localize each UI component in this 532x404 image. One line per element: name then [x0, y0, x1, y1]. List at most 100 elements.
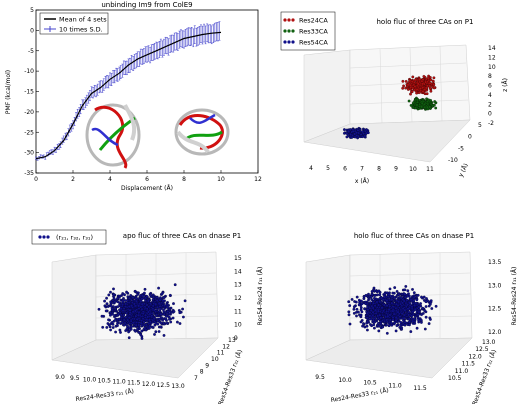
holo-p1-point-res24: [421, 82, 425, 86]
holo-p1-point-res33: [433, 100, 437, 103]
apo-dnase-point: [119, 307, 123, 311]
holo-dnase-point: [371, 306, 375, 310]
apo-dnase-point: [113, 300, 117, 304]
holo-dnase-point: [365, 324, 369, 328]
holo-p1-point-res24: [422, 74, 426, 78]
holo-p1-point-res24: [425, 86, 428, 90]
holo-dnase-point: [425, 297, 428, 300]
holo-p1-title: holo fluc of three CAs on P1: [377, 18, 474, 26]
apo-dnase-point: [136, 293, 140, 296]
holo-p1-legend-swatch: [287, 29, 291, 33]
holo-dnase-x-label: Res24-Res33 r₂₁ (Å): [330, 387, 389, 404]
holo-dnase-y-tick-label: 12.0: [468, 353, 482, 360]
apo-dnase-point: [155, 299, 159, 303]
apo-dnase-x-label: Res24-Res33 r₂₁ (Å): [75, 388, 134, 403]
apo-dnase-point: [125, 327, 129, 331]
apo-dnase-point: [143, 287, 147, 291]
apo-dnase-point: [152, 308, 156, 312]
apo-dnase-z-tick-label: 13: [234, 282, 242, 289]
holo-dnase-point: [372, 321, 376, 324]
apo-dnase-y-tick-label: 9: [205, 362, 209, 369]
holo-p1-point-res24: [406, 83, 410, 87]
apo-dnase-point: [154, 321, 158, 325]
holo-dnase-point: [397, 300, 400, 304]
apo-dnase-point: [103, 299, 106, 303]
apo-dnase-point: [178, 322, 182, 325]
holo-dnase-point: [421, 312, 425, 315]
holo-p1-z-label: z (Å): [502, 78, 509, 92]
holo-dnase-y-tick-label: 13.0: [482, 339, 496, 346]
apo-dnase-x-tick-label: 11.5: [127, 380, 141, 387]
apo-dnase-point: [144, 313, 148, 317]
holo-p1-point-res24: [413, 88, 417, 92]
apo-dnase-point: [127, 316, 131, 320]
holo-dnase-point: [380, 306, 384, 310]
holo-dnase-point: [357, 310, 360, 314]
pmf-y-tick-label: -5: [28, 48, 34, 55]
holo-p1-x-tick-label: 6: [343, 165, 347, 172]
holo-dnase-point: [366, 328, 369, 332]
holo-dnase-point: [407, 313, 411, 317]
apo-dnase-point: [108, 313, 112, 317]
holo-dnase-point: [412, 299, 416, 303]
holo-dnase-point: [362, 295, 366, 299]
holo-p1-point-res24: [429, 78, 433, 82]
apo-dnase-z-tick-label: 9: [234, 335, 238, 342]
apo-dnase-point: [134, 314, 138, 318]
holo-dnase-point: [377, 329, 381, 333]
holo-p1-x-tick-label: 9: [394, 166, 398, 173]
holo-dnase-point: [365, 311, 369, 315]
apo-dnase-point: [127, 330, 131, 334]
holo-dnase-point: [413, 322, 417, 325]
holo-dnase-point: [369, 295, 373, 299]
apo-dnase-point: [128, 308, 132, 312]
holo-dnase-point: [407, 310, 411, 314]
apo-dnase-point: [109, 304, 113, 308]
holo-p1-legend-swatch: [283, 18, 287, 22]
apo-dnase-point: [133, 289, 137, 293]
apo-dnase-point: [157, 302, 161, 306]
holo-p1-point-res33: [426, 105, 429, 109]
holo-p1-z-tick-label: 10: [488, 64, 496, 71]
holo-dnase-point: [415, 326, 419, 330]
apo-dnase-point: [126, 301, 130, 304]
apo-dnase-point: [135, 317, 139, 321]
holo-p1-legend-swatch: [287, 40, 291, 44]
holo-dnase-z-tick-label: 12.0: [488, 329, 502, 336]
holo-p1-point-res24: [418, 78, 422, 81]
holo-dnase-point: [357, 303, 361, 307]
holo-dnase-point: [391, 309, 395, 313]
holo-dnase-point: [357, 298, 361, 302]
holo-dnase-point: [362, 322, 365, 326]
holo-dnase-point: [415, 298, 419, 302]
holo-dnase-point: [347, 313, 351, 317]
holo-p1-point-res54: [349, 133, 353, 137]
holo-p1-z-tick-label: 14: [488, 45, 496, 52]
apo-dnase-point: [127, 336, 131, 340]
apo-dnase-point: [107, 318, 110, 322]
holo-dnase-point: [411, 319, 415, 323]
holo-dnase-point: [360, 302, 364, 306]
holo-dnase-point: [370, 298, 374, 302]
apo-dnase-point: [137, 323, 141, 327]
apo-dnase-y-label: Res54-Res33 r₃₂ (Å): [217, 349, 244, 404]
apo-dnase-point: [125, 311, 128, 315]
apo-dnase-point: [183, 299, 187, 303]
holo-p1-y-ticks: -10-5 05: [448, 122, 482, 164]
holo-p1-point-res24: [432, 76, 436, 80]
apo-dnase-point: [163, 304, 167, 308]
holo-dnase-point: [368, 314, 372, 318]
apo-dnase-point: [142, 323, 146, 327]
holo-dnase-point: [398, 315, 402, 319]
holo-p1-legend-swatch: [291, 29, 295, 33]
holo-p1-point-res54: [361, 130, 364, 134]
pmf-x-tick-label: 0: [34, 176, 38, 183]
holo-dnase-z-tick-label: 13.5: [488, 259, 502, 266]
holo-dnase-point: [416, 293, 420, 297]
apo-dnase-point: [118, 311, 122, 315]
holo-dnase-point: [411, 288, 414, 291]
apo-dnase-point: [150, 314, 154, 318]
holo-dnase-z-label: Res54-Res24 r₃₁ (Å): [511, 267, 518, 326]
apo-dnase-point: [151, 298, 155, 302]
holo-dnase-point: [368, 301, 372, 305]
